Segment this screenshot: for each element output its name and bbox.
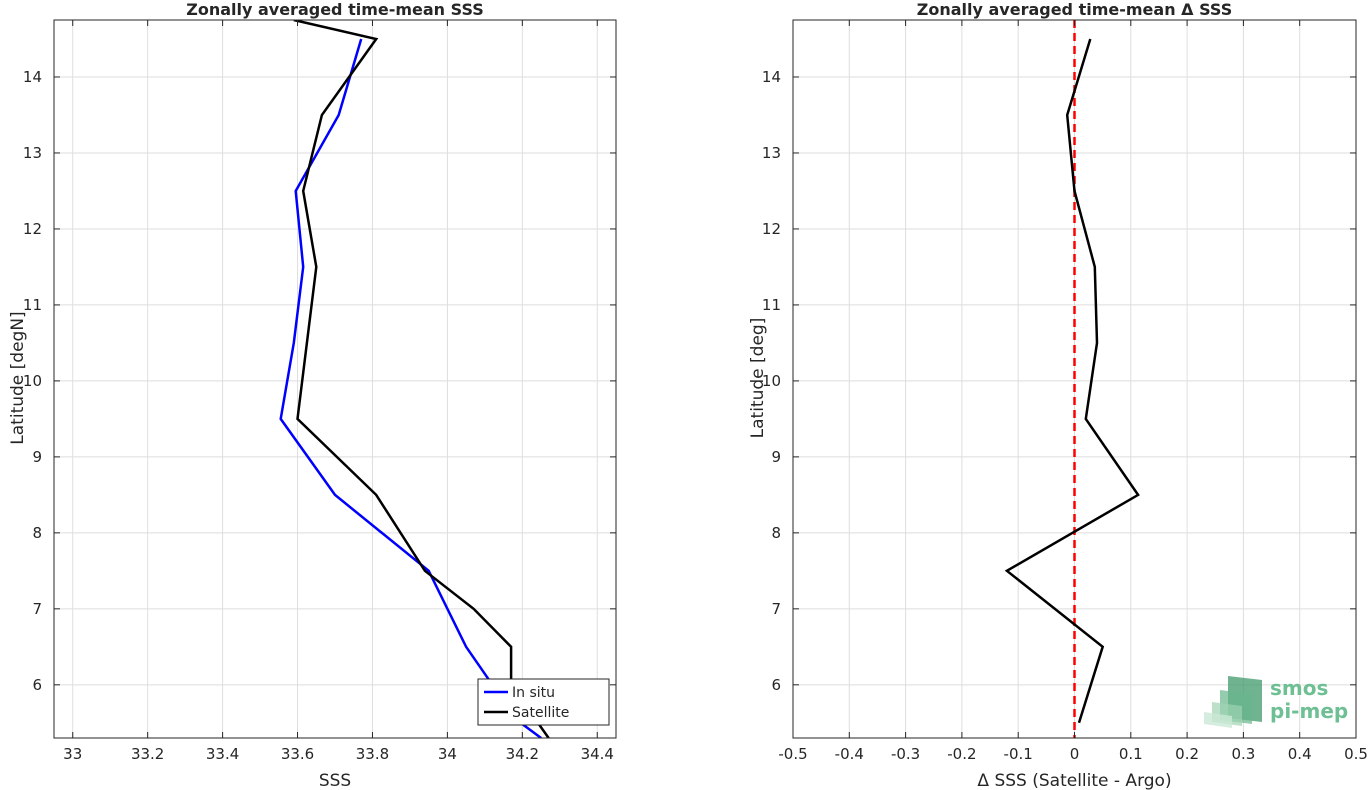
x-tick-label: 0.1	[1119, 745, 1143, 763]
y-tick-label: 13	[762, 144, 781, 162]
x-tick-label: 0.5	[1344, 745, 1368, 763]
y-tick-label: 13	[23, 144, 42, 162]
left-chart: 33 33.2 33.4 33.6 33.8 34 34.2 34.4 6 7 8 9 10 11 12 13…	[8, 0, 617, 790]
y-tick-label: 8	[32, 524, 42, 542]
y-tick-label: 7	[771, 600, 781, 618]
legend: In situ Satellite	[477, 678, 610, 726]
y-tick-label: 12	[23, 220, 42, 238]
axes-box	[53, 19, 617, 739]
series-group	[1004, 38, 1140, 724]
y-tick-label: 6	[32, 676, 42, 694]
x-tick-label: 33.8	[356, 745, 389, 763]
x-tick-label: 34.4	[581, 745, 614, 763]
x-tick-label: -0.5	[778, 745, 807, 763]
y-axis-label: Latitude [deg]	[748, 318, 768, 439]
y-tick-label: 11	[762, 296, 781, 314]
y-axis-label: Latitude [degN]	[8, 311, 28, 444]
right-chart: -0.5 -0.4 -0.3 -0.2 -0.1 0 0.1 0.2 0.3 0.4 0.5 6 7 8 9…	[748, 0, 1368, 790]
y-tick-label: 8	[771, 524, 781, 542]
y-tick-label: 10	[762, 372, 781, 390]
chart-title: Zonally averaged time-mean Δ SSS	[917, 0, 1233, 19]
x-tick-label: -0.2	[947, 745, 976, 763]
logo-line-1: smos	[1270, 676, 1328, 700]
x-tick-label: 33	[63, 745, 82, 763]
y-tick-label: 9	[32, 448, 42, 466]
logo-line-2: pi-mep	[1270, 699, 1348, 723]
plot-area	[54, 20, 616, 738]
y-tick-label: 9	[771, 448, 781, 466]
y-tick-label: 12	[762, 220, 781, 238]
x-tick-label: 0	[1070, 745, 1080, 763]
legend-entry: In situ	[512, 685, 555, 701]
chart-title: Zonally averaged time-mean SSS	[186, 0, 484, 19]
x-axis-label: SSS	[319, 771, 351, 790]
series-line-0	[1004, 38, 1140, 724]
x-tick-label: 33.2	[131, 745, 164, 763]
legend-box	[477, 678, 610, 726]
x-tick-label: 34	[438, 745, 457, 763]
x-tick-label: 0.4	[1288, 745, 1312, 763]
x-tick-label: -0.3	[891, 745, 920, 763]
y-tick-label: 7	[32, 600, 42, 618]
y-tick-label: 14	[23, 68, 42, 86]
x-tick-label: 33.4	[206, 745, 239, 763]
y-tick-label: 11	[23, 296, 42, 314]
legend-entry: Satellite	[512, 705, 569, 721]
series-line-satellite	[293, 20, 550, 738]
y-tick-label: 14	[762, 68, 781, 86]
x-tick-label: 0.3	[1231, 745, 1255, 763]
x-tick-label: -0.1	[1004, 745, 1033, 763]
x-axis-label: Δ SSS (Satellite - Argo)	[977, 771, 1171, 790]
smos-pi-mep-logo: smos pi-mep	[1204, 676, 1348, 728]
x-tick-label: 34.2	[506, 745, 539, 763]
logo-wave-icon	[1204, 676, 1262, 728]
y-tick-label: 6	[771, 676, 781, 694]
x-tick-label: -0.4	[835, 745, 864, 763]
y-tick-label: 10	[23, 372, 42, 390]
x-tick-label: 33.6	[281, 745, 314, 763]
x-tick-label: 0.2	[1175, 745, 1199, 763]
